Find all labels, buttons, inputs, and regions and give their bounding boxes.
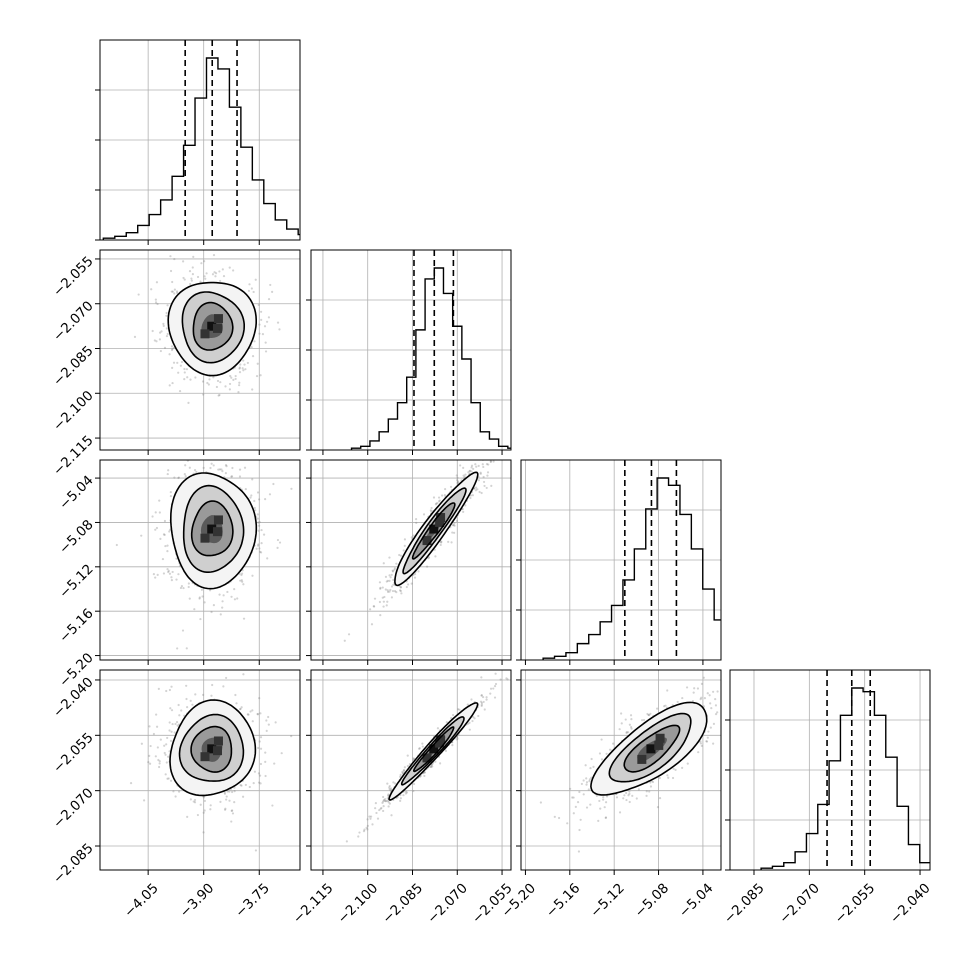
density-block [435, 517, 445, 527]
density-block [422, 536, 432, 546]
density-contour [190, 500, 234, 557]
density-panel-1-2 [306, 459, 512, 665]
density-block [213, 736, 223, 746]
density-block [200, 533, 210, 543]
density-contour [394, 471, 479, 587]
x-tick-label: −2.115 [290, 880, 337, 927]
x-tick-label: −4.05 [121, 880, 162, 921]
histogram-step [542, 477, 721, 660]
x-tick-label: −2.100 [335, 880, 382, 927]
density-block [422, 753, 432, 763]
panel-frame [310, 459, 512, 661]
density-contour [608, 712, 692, 783]
density-contour [182, 484, 245, 573]
density-contour [170, 472, 258, 590]
density-block [213, 515, 223, 525]
density-block [207, 744, 217, 754]
panel-frame [99, 459, 301, 661]
y-tick-label: −5.12 [56, 561, 97, 602]
x-tick-label: −3.75 [232, 880, 273, 921]
y-tick-label: −2.070 [50, 298, 97, 345]
y-tick-label: −2.055 [50, 253, 97, 300]
y-tick-label: −2.055 [50, 730, 97, 777]
density-contour [388, 702, 479, 801]
density-block [213, 314, 223, 324]
y-tick-label: −5.08 [56, 517, 97, 558]
density-block [429, 744, 439, 754]
density-contour [411, 502, 456, 560]
histogram-panel-3: −2.085 −2.070 −2.055 −2.040 [721, 669, 934, 927]
x-tick-label: −5.16 [543, 880, 584, 921]
x-tick-label: −2.040 [887, 880, 934, 927]
density-contour [169, 699, 257, 797]
density-block [213, 746, 222, 756]
x-tick-label: −2.055 [832, 880, 879, 927]
density-contour [167, 281, 257, 377]
x-tick-label: −3.90 [177, 880, 218, 921]
y-tick-label: −5.16 [56, 606, 97, 647]
density-contour [590, 701, 708, 796]
histogram-panel-2 [516, 459, 722, 665]
density-block [655, 733, 665, 743]
x-tick-label: −5.08 [632, 880, 673, 921]
density-block [207, 321, 217, 331]
y-tick-label: −2.085 [50, 840, 97, 887]
x-tick-label: −5.04 [676, 880, 717, 921]
panel-frame [99, 669, 301, 871]
histogram-panel-0 [95, 39, 301, 245]
density-contour [192, 301, 234, 351]
density-block [654, 740, 664, 750]
x-tick-label: −2.070 [776, 880, 823, 927]
y-tick-label: −2.100 [50, 388, 97, 435]
density-contour [190, 725, 233, 773]
density-block [435, 738, 445, 748]
histogram-step [102, 57, 300, 240]
y-tick-label: −2.070 [50, 785, 97, 832]
panel-frame [310, 669, 512, 871]
y-tick-label: −5.04 [56, 472, 97, 513]
density-block [436, 513, 446, 523]
density-contour [402, 487, 467, 575]
y-tick-label: −2.115 [50, 432, 97, 479]
y-tick-label: −2.085 [50, 343, 97, 390]
panel-frame [520, 669, 722, 871]
density-block [213, 527, 222, 537]
density-block [207, 524, 217, 534]
density-block [646, 744, 656, 754]
density-panel-0-1: −2.115−2.100−2.085−2.070−2.055 [50, 249, 301, 479]
density-block [213, 323, 222, 333]
x-tick-label: −5.12 [587, 880, 628, 921]
density-panel-0-2: −5.20−5.16−5.12−5.08−5.04 [56, 459, 301, 690]
density-panel-0-3: −4.05 −3.90 −3.75−2.085−2.070−2.055−2.040 [50, 669, 301, 921]
density-contour [400, 716, 465, 786]
density-contour [623, 724, 681, 773]
density-contour [181, 291, 245, 364]
density-block [429, 524, 439, 534]
density-panel-2-3: −5.20 −5.16 −5.12 −5.08 −5.04 [498, 669, 722, 921]
x-tick-label: −2.085 [721, 880, 768, 927]
histogram-panel-1 [306, 249, 512, 455]
density-block [637, 754, 647, 764]
density-contour [178, 713, 245, 782]
x-tick-label: −2.085 [379, 880, 426, 927]
density-contour [413, 726, 455, 773]
density-block [200, 329, 210, 339]
density-block [200, 752, 210, 762]
x-tick-label: −2.070 [424, 880, 471, 927]
density-panel-1-3: −2.115−2.100−2.085−2.070−2.055 [290, 669, 516, 927]
panel-frame [99, 249, 301, 451]
